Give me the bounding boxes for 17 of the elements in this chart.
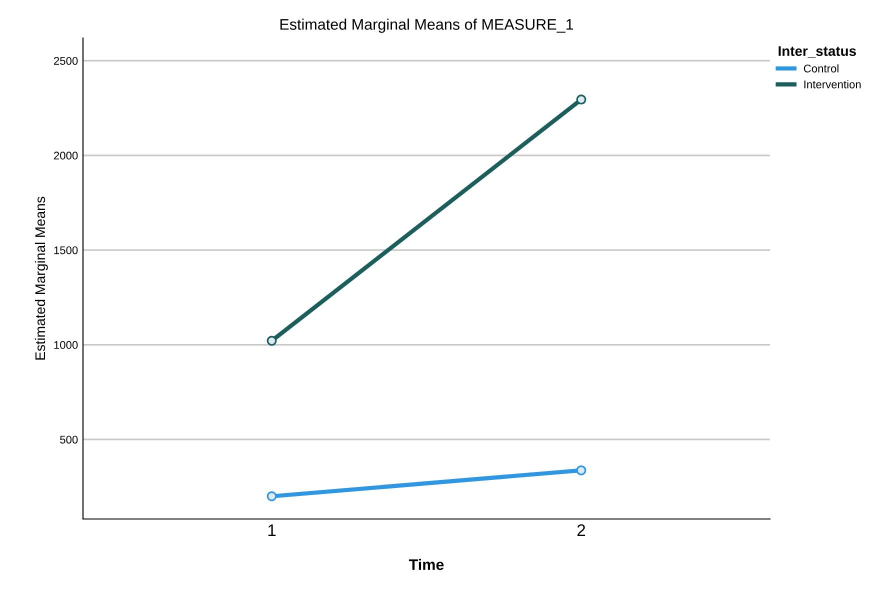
y-axis-title: Estimated Marginal Means [34,196,48,360]
y-tick-label: 1000 [54,341,78,349]
legend-title: Inter_status [778,46,856,58]
point [576,94,586,105]
y-tick-label: 1500 [54,246,78,254]
point [576,465,586,476]
x-tick-label: 1 [268,524,276,536]
x-tick-label: 2 [577,524,586,536]
y-tick-label: 2500 [54,56,78,65]
point [266,336,277,346]
legend-label: Control [804,64,838,72]
legend-label: Intervention [804,80,861,88]
x-axis-title: Time [408,558,444,570]
y-tick-label: 500 [60,436,78,444]
chart-title: Estimated Marginal Means of MEASURE_1 [280,18,574,33]
y-tick-label: 2000 [54,152,78,160]
point [266,491,277,502]
